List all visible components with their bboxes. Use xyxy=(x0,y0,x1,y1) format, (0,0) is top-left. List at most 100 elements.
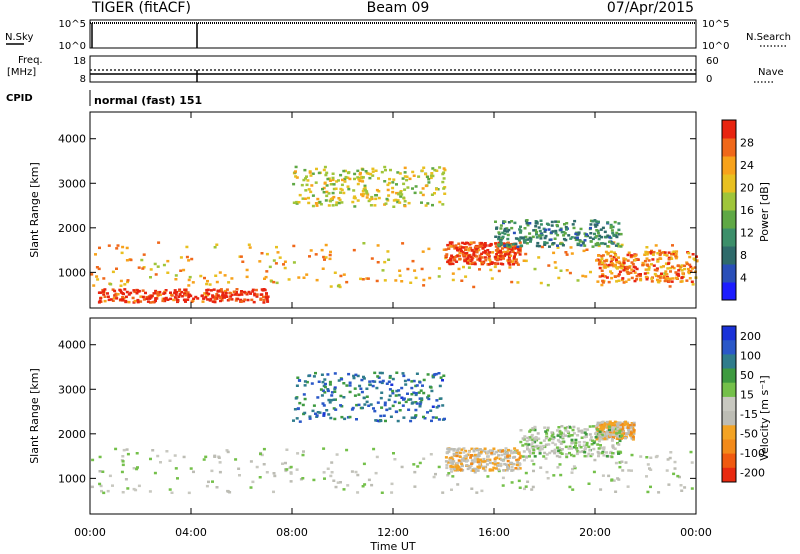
heatmap-cell xyxy=(414,414,418,417)
heatmap-cell xyxy=(403,166,407,170)
heatmap-cell xyxy=(429,453,433,456)
heatmap-cell xyxy=(599,228,603,231)
heatmap-cell xyxy=(170,294,174,297)
heatmap-cell xyxy=(622,269,626,272)
heatmap-cell xyxy=(671,277,675,280)
heatmap-cell xyxy=(503,462,507,466)
heatmap-cell xyxy=(376,261,380,264)
heatmap-cell xyxy=(387,258,391,261)
heatmap-cell xyxy=(124,299,128,303)
colorbar-tick-label: 100 xyxy=(740,349,761,362)
heatmap-cell xyxy=(654,274,658,278)
heatmap-cell xyxy=(627,251,631,254)
colorbar-tick-label: 200 xyxy=(740,330,761,343)
heatmap-cell xyxy=(610,263,613,267)
heatmap-cell xyxy=(565,222,569,225)
heatmap-cell xyxy=(450,254,454,257)
heatmap-cell xyxy=(190,257,194,261)
heatmap-cell xyxy=(378,380,382,384)
heatmap-cell xyxy=(528,237,532,240)
heatmap-cell xyxy=(669,270,672,273)
heatmap-cell xyxy=(174,293,178,296)
heatmap-cell xyxy=(645,278,649,281)
heatmap-cell xyxy=(214,274,218,277)
heatmap-cell xyxy=(395,389,399,393)
heatmap-cell xyxy=(584,447,587,450)
heatmap-cell xyxy=(503,244,507,247)
heatmap-cell xyxy=(502,469,506,472)
heatmap-cell xyxy=(372,447,376,451)
heatmap-cell xyxy=(575,452,579,456)
heatmap-cell xyxy=(185,245,189,249)
heatmap-cell xyxy=(337,179,340,182)
heatmap-cell xyxy=(582,249,586,253)
heatmap-cell xyxy=(597,243,601,246)
heatmap-cell xyxy=(589,232,593,235)
heatmap-cell xyxy=(534,225,538,228)
heatmap-cell xyxy=(431,174,435,178)
heatmap-cell xyxy=(208,299,212,302)
heatmap-cell xyxy=(572,226,576,230)
heatmap-cell xyxy=(516,251,520,254)
heatmap-cell xyxy=(512,231,516,235)
heatmap-cell xyxy=(388,376,392,379)
heatmap-cell xyxy=(450,470,453,473)
heatmap-cell xyxy=(562,234,566,237)
heatmap-cell xyxy=(603,437,607,441)
heatmap-cell xyxy=(375,386,379,390)
heatmap-cell xyxy=(469,255,473,259)
heatmap-cell xyxy=(503,452,507,456)
heatmap-cell xyxy=(631,433,635,437)
heatmap-cell xyxy=(247,243,251,246)
heatmap-cell xyxy=(448,459,452,463)
heatmap-cell xyxy=(506,242,509,245)
heatmap-cell xyxy=(417,175,421,178)
heatmap-cell xyxy=(346,416,350,419)
heatmap-cell xyxy=(283,260,287,263)
heatmap-cell xyxy=(685,279,689,282)
heatmap-cell xyxy=(675,250,679,253)
heatmap-cell xyxy=(554,229,558,233)
heatmap-cell xyxy=(176,299,180,302)
heatmap-cell xyxy=(617,233,621,236)
heatmap-cell xyxy=(139,295,143,298)
nsky-tick-top: 10^5 xyxy=(59,19,86,30)
heatmap-cell xyxy=(308,171,312,174)
heatmap-cell xyxy=(545,435,549,438)
heatmap-cell xyxy=(667,279,671,283)
heatmap-cell xyxy=(415,402,419,405)
heatmap-cell xyxy=(551,437,555,441)
heatmap-cell xyxy=(614,461,618,465)
heatmap-cell xyxy=(424,172,428,176)
colorbar-swatch xyxy=(722,439,736,455)
power-colorbar-label: Power [dB] xyxy=(758,182,771,242)
heatmap-cell xyxy=(605,420,609,424)
heatmap-cell xyxy=(272,490,275,494)
heatmap-cell xyxy=(226,489,230,493)
heatmap-cell xyxy=(127,300,131,304)
heatmap-cell xyxy=(554,266,558,269)
heatmap-cell xyxy=(415,372,419,375)
heatmap-cell xyxy=(365,387,369,390)
heatmap-cell xyxy=(307,196,310,200)
heatmap-cell xyxy=(569,246,573,249)
heatmap-cell xyxy=(311,172,315,175)
heatmap-cell xyxy=(121,460,125,463)
heatmap-cell xyxy=(625,265,629,269)
heatmap-cell xyxy=(499,464,503,468)
heatmap-cell xyxy=(613,420,617,424)
heatmap-cell xyxy=(609,250,613,254)
heatmap-cell xyxy=(316,411,320,414)
heatmap-cell xyxy=(347,187,351,191)
heatmap-cell xyxy=(391,181,395,184)
heatmap-cell xyxy=(458,257,462,261)
heatmap-cell xyxy=(292,261,296,264)
heatmap-cell xyxy=(483,469,487,472)
heatmap-cell xyxy=(521,437,525,440)
heatmap-cell xyxy=(503,229,507,232)
heatmap-cell xyxy=(479,451,483,454)
heatmap-cell xyxy=(365,191,369,195)
heatmap-cell xyxy=(326,389,330,393)
heatmap-cell xyxy=(321,267,325,270)
heatmap-cell xyxy=(494,262,498,266)
